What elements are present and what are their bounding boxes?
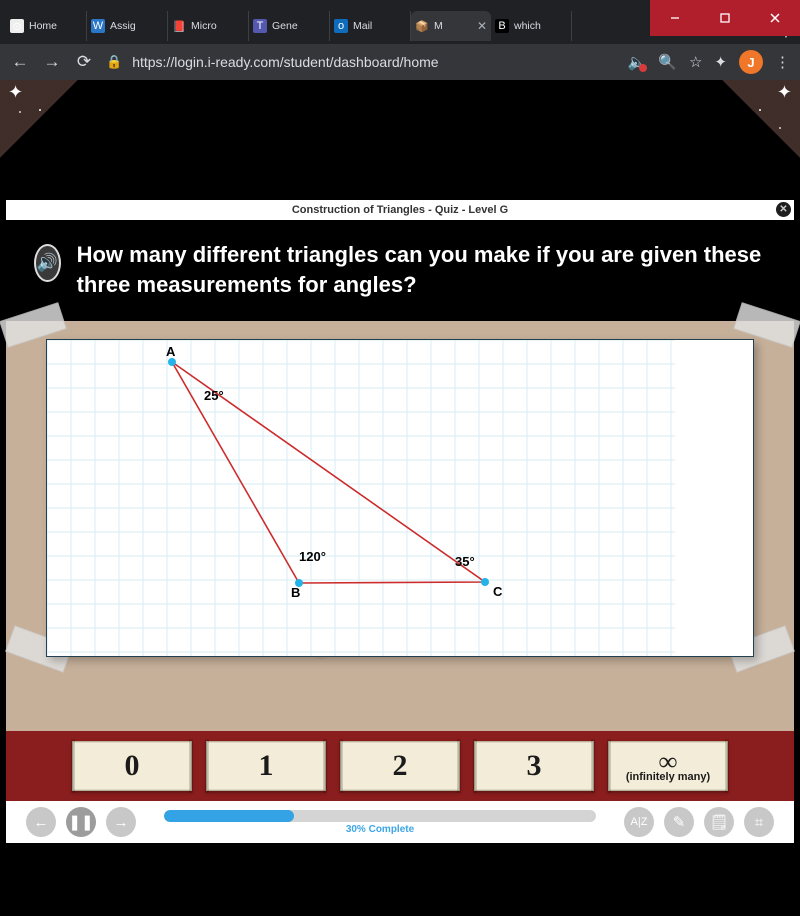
tab-favicon: B bbox=[495, 19, 509, 33]
browser-tab[interactable]: T Gene bbox=[249, 11, 330, 41]
search-icon[interactable]: 🔍 bbox=[658, 53, 677, 71]
quiz-close-button[interactable]: ✕ bbox=[776, 202, 791, 217]
tab-label: Home bbox=[29, 20, 57, 32]
profile-avatar[interactable]: J bbox=[739, 50, 763, 74]
tab-favicon: W bbox=[91, 19, 105, 33]
svg-text:120°: 120° bbox=[299, 549, 326, 564]
window-close-button[interactable] bbox=[750, 0, 800, 36]
window-controls bbox=[650, 0, 800, 36]
svg-text:C: C bbox=[493, 584, 503, 599]
triangle-diagram: A 25° B 120° C 35° bbox=[47, 340, 675, 656]
tab-label: Micro bbox=[191, 20, 217, 32]
answer-option[interactable]: 0 bbox=[72, 741, 192, 791]
nav-reload-button[interactable]: ⟳ bbox=[74, 52, 94, 72]
answer-label: 1 bbox=[259, 749, 274, 783]
tab-label: Assig bbox=[110, 20, 136, 32]
tab-favicon: 📕 bbox=[172, 19, 186, 33]
bookmark-icon[interactable]: ☆ bbox=[689, 53, 702, 71]
tab-favicon: o bbox=[334, 19, 348, 33]
progress: 30% Complete bbox=[146, 810, 614, 835]
svg-text:35°: 35° bbox=[455, 554, 475, 569]
graph-paper: A 25° B 120° C 35° bbox=[46, 339, 754, 657]
tab-label: Mail bbox=[353, 20, 372, 32]
notepad-button[interactable]: 🗒 bbox=[704, 807, 734, 837]
answer-option[interactable]: 1 bbox=[206, 741, 326, 791]
browser-tab[interactable]: Bwhich bbox=[491, 11, 572, 41]
quiz-footer: ← ❚❚ → 30% Complete A|Z ✎ 🗒 ⌗ bbox=[6, 801, 794, 843]
progress-track bbox=[164, 810, 596, 822]
glossary-button[interactable]: A|Z bbox=[624, 807, 654, 837]
tab-mute-icon[interactable]: 🔈 bbox=[628, 53, 647, 71]
svg-text:A: A bbox=[166, 344, 176, 359]
calculator-button[interactable]: ⌗ bbox=[744, 807, 774, 837]
browser-tab[interactable]: 📕 Micro bbox=[168, 11, 249, 41]
desk-surface: A 25° B 120° C 35° bbox=[6, 321, 794, 731]
nav-forward-button[interactable]: → bbox=[42, 52, 62, 72]
svg-text:25°: 25° bbox=[204, 388, 224, 403]
window-minimize-button[interactable] bbox=[650, 0, 700, 36]
window-maximize-button[interactable] bbox=[700, 0, 750, 36]
browser-tab[interactable]: o Mail bbox=[330, 11, 411, 41]
extensions-icon[interactable]: ✦ bbox=[714, 53, 727, 71]
quiz-frame: Construction of Triangles - Quiz - Level… bbox=[6, 200, 794, 843]
next-button[interactable]: → bbox=[106, 807, 136, 837]
question-area: 🔊 How many different triangles can you m… bbox=[6, 220, 794, 321]
progress-label: 30% Complete bbox=[346, 824, 414, 835]
answer-label: 2 bbox=[393, 749, 408, 783]
tab-favicon: T bbox=[253, 19, 267, 33]
svg-text:B: B bbox=[291, 585, 300, 600]
answer-label: 0 bbox=[125, 749, 140, 783]
tab-favicon: ⊙ bbox=[10, 19, 24, 33]
progress-fill bbox=[164, 810, 294, 822]
pause-button[interactable]: ❚❚ bbox=[66, 807, 96, 837]
browser-tab[interactable]: 📦 M ✕ bbox=[411, 11, 491, 41]
browser-tab-strip: ⊙HomeWAssig📕MicroTGeneoMail📦M✕Bwhich + bbox=[0, 0, 800, 44]
answer-sublabel: (infinitely many) bbox=[626, 773, 710, 783]
read-aloud-button[interactable]: 🔊 bbox=[34, 244, 61, 282]
browser-tab[interactable]: W Assig bbox=[87, 11, 168, 41]
answer-option[interactable]: 3 bbox=[474, 741, 594, 791]
tab-label: M bbox=[434, 20, 443, 32]
question-text: How many different triangles can you mak… bbox=[77, 240, 762, 299]
url-text[interactable]: https://login.i-ready.com/student/dashbo… bbox=[132, 54, 438, 70]
tab-favicon: 📦 bbox=[415, 19, 429, 33]
tab-label: which bbox=[514, 20, 541, 32]
answer-label: ∞ bbox=[659, 750, 678, 773]
quiz-title-bar: Construction of Triangles - Quiz - Level… bbox=[6, 200, 794, 220]
tab-label: Gene bbox=[272, 20, 298, 32]
quiz-title: Construction of Triangles - Quiz - Level… bbox=[292, 204, 508, 216]
answer-option[interactable]: ∞(infinitely many) bbox=[608, 741, 728, 791]
lock-icon: 🔒 bbox=[106, 54, 122, 70]
tools-pencil-button[interactable]: ✎ bbox=[664, 807, 694, 837]
answer-option[interactable]: 2 bbox=[340, 741, 460, 791]
prev-button[interactable]: ← bbox=[26, 807, 56, 837]
browser-menu-icon[interactable]: ⋮ bbox=[775, 53, 790, 71]
app-background: ✦ ✦ bbox=[0, 80, 800, 200]
tab-close-icon[interactable]: ✕ bbox=[477, 19, 487, 33]
browser-tab[interactable]: ⊙ Home bbox=[6, 11, 87, 41]
answer-label: 3 bbox=[527, 749, 542, 783]
answer-row: 0 1 2 3 ∞(infinitely many) bbox=[6, 731, 794, 801]
browser-address-bar: ← → ⟳ 🔒 https://login.i-ready.com/studen… bbox=[0, 44, 800, 80]
nav-back-button[interactable]: ← bbox=[10, 52, 30, 72]
